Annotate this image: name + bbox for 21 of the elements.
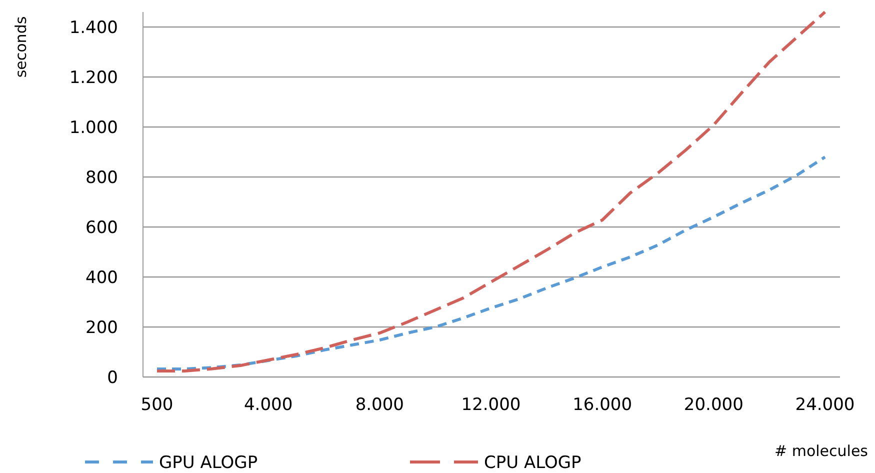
y-tick-label: 1.000 <box>69 118 118 138</box>
x-tick-label: 12.000 <box>461 395 521 415</box>
line-series <box>156 156 826 370</box>
y-tick-label: 1.400 <box>69 18 118 38</box>
line-series <box>156 10 826 372</box>
y-tick-label: 0 <box>107 368 118 388</box>
x-axis-title: # molecules <box>774 442 868 460</box>
x-tick-label: 24.000 <box>795 395 855 415</box>
x-tick-label: 4.000 <box>244 395 293 415</box>
y-tick-label: 1.200 <box>69 68 118 88</box>
y-tick-label: 400 <box>86 268 118 288</box>
x-tick-label: 16.000 <box>572 395 632 415</box>
y-tick-label: 800 <box>86 168 118 188</box>
legend-label: CPU ALOGP <box>484 452 582 473</box>
y-tick-label: 200 <box>86 318 118 338</box>
legend-label: GPU ALOGP <box>159 452 258 473</box>
x-tick-label: 8.000 <box>355 395 404 415</box>
y-tick-label: 600 <box>86 218 118 238</box>
x-tick-label: 20.000 <box>684 395 744 415</box>
y-axis-title: seconds <box>12 16 30 78</box>
x-tick-label: 500 <box>140 395 174 415</box>
